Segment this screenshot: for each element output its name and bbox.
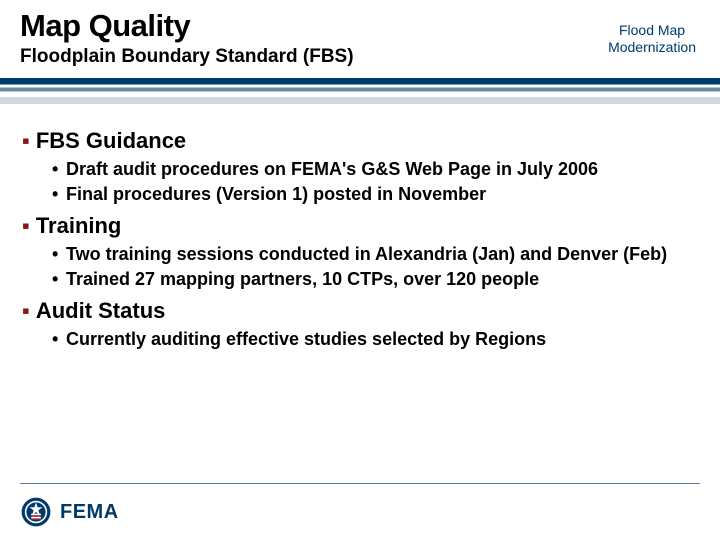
sub-list: Two training sessions conducted in Alexa… — [22, 243, 698, 290]
slide-title: Map Quality — [20, 8, 354, 44]
program-tag-line2: Modernization — [608, 39, 696, 56]
list-item: Two training sessions conducted in Alexa… — [52, 243, 698, 266]
section: ▪ FBS Guidance Draft audit procedures on… — [22, 128, 698, 205]
slide-content: ▪ FBS Guidance Draft audit procedures on… — [0, 104, 720, 351]
section-heading: ▪ FBS Guidance — [22, 128, 698, 154]
list-item: Trained 27 mapping partners, 10 CTPs, ov… — [52, 268, 698, 291]
section: ▪ Audit Status Currently auditing effect… — [22, 298, 698, 351]
section-heading: ▪ Audit Status — [22, 298, 698, 324]
slide-footer: FEMA — [20, 496, 119, 528]
footer-org: FEMA — [60, 501, 119, 524]
list-item: Currently auditing effective studies sel… — [52, 328, 698, 351]
slide-header: Map Quality Floodplain Boundary Standard… — [0, 0, 720, 72]
footer-divider — [20, 483, 700, 484]
program-tag-line1: Flood Map — [608, 22, 696, 39]
section: ▪ Training Two training sessions conduct… — [22, 213, 698, 290]
square-bullet-icon: ▪ — [22, 130, 30, 152]
square-bullet-icon: ▪ — [22, 215, 30, 237]
sub-list: Draft audit procedures on FEMA's G&S Web… — [22, 158, 698, 205]
square-bullet-icon: ▪ — [22, 300, 30, 322]
section-heading-text: FBS Guidance — [36, 128, 186, 154]
section-heading-text: Audit Status — [36, 298, 166, 324]
program-tag: Flood Map Modernization — [608, 22, 696, 56]
sub-list: Currently auditing effective studies sel… — [22, 328, 698, 351]
dhs-seal-icon — [20, 496, 52, 528]
divider-band — [0, 78, 720, 104]
list-item: Draft audit procedures on FEMA's G&S Web… — [52, 158, 698, 181]
slide-subtitle: Floodplain Boundary Standard (FBS) — [20, 46, 354, 68]
section-heading-text: Training — [36, 213, 122, 239]
title-block: Map Quality Floodplain Boundary Standard… — [20, 8, 354, 68]
list-item: Final procedures (Version 1) posted in N… — [52, 183, 698, 206]
section-heading: ▪ Training — [22, 213, 698, 239]
